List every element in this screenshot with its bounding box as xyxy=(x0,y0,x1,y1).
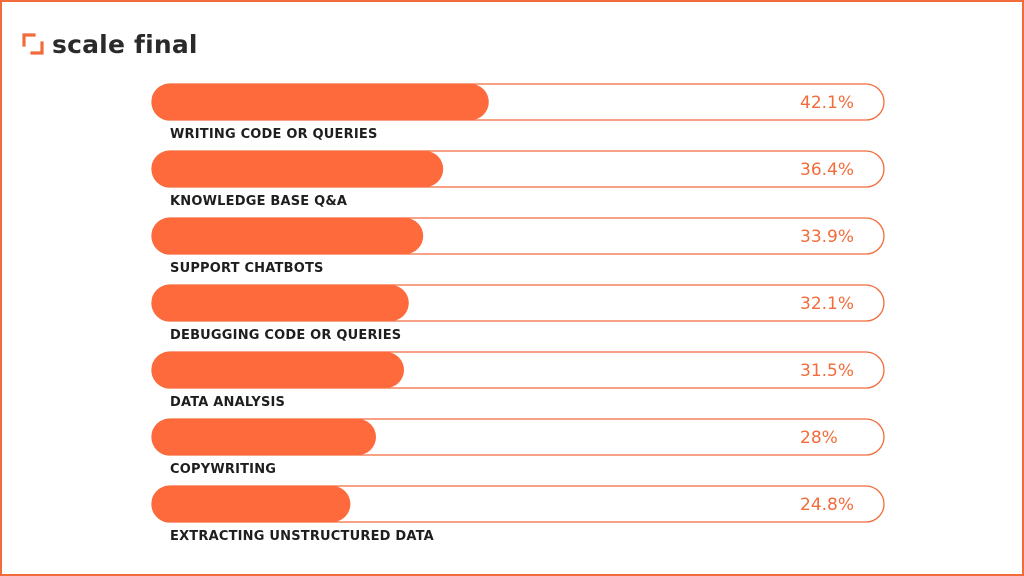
bar-value-label: 28% xyxy=(800,428,838,448)
category-label: EXTRACTING UNSTRUCTURED DATA xyxy=(170,529,434,544)
bar xyxy=(152,486,351,522)
bar xyxy=(152,84,489,120)
bar xyxy=(152,352,404,388)
category-label: DATA ANALYSIS xyxy=(170,395,285,410)
bar xyxy=(152,419,376,455)
bar-row: 32.1% DEBUGGING CODE OR QUERIES xyxy=(151,284,885,343)
category-label: SUPPORT CHATBOTS xyxy=(170,261,324,276)
bar-value-label: 42.1% xyxy=(800,93,854,113)
bar-value-label: 36.4% xyxy=(800,160,854,180)
category-label: WRITING CODE OR QUERIES xyxy=(170,127,378,142)
bar-value-label: 24.8% xyxy=(800,495,854,515)
bar-value-label: 33.9% xyxy=(800,227,854,247)
bar-row: 33.9% SUPPORT CHATBOTS xyxy=(151,217,885,276)
corner-bracket-logo-icon xyxy=(22,33,44,55)
bar-row: 36.4% KNOWLEDGE BASE Q&A xyxy=(151,150,885,209)
category-label: KNOWLEDGE BASE Q&A xyxy=(170,194,347,209)
category-label: COPYWRITING xyxy=(170,462,276,477)
bar xyxy=(152,285,409,321)
brand-logo: scale final xyxy=(22,28,198,60)
bar-value-label: 32.1% xyxy=(800,294,854,314)
bar-row: 24.8% EXTRACTING UNSTRUCTURED DATA xyxy=(151,485,885,544)
bar xyxy=(152,218,424,254)
bar-row: 42.1% WRITING CODE OR QUERIES xyxy=(151,83,885,142)
bar xyxy=(152,151,444,187)
bar-value-label: 31.5% xyxy=(800,361,854,381)
brand-name: scale final xyxy=(52,29,198,59)
category-label: DEBUGGING CODE OR QUERIES xyxy=(170,328,401,343)
bar-row: 31.5% DATA ANALYSIS xyxy=(151,351,885,410)
bar-row: 28% COPYWRITING xyxy=(151,418,885,477)
